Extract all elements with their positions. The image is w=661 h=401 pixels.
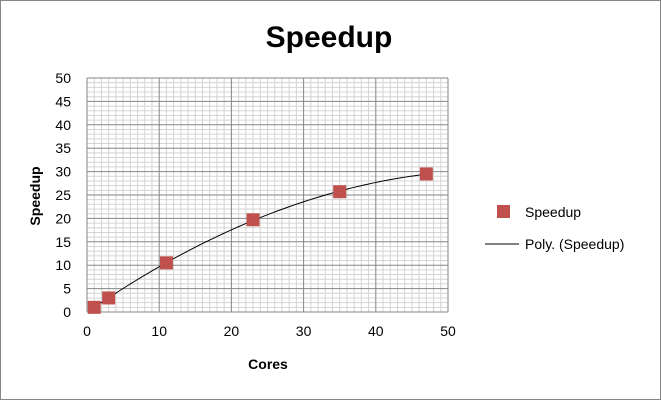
- y-tick-label: 20: [55, 210, 71, 226]
- legend: Speedup Poly. (Speedup): [485, 204, 624, 252]
- data-point: [246, 213, 260, 227]
- tick-labels: 0 10 20 30 40 50 0 5 10 15 20 25 30 35 40 45 50: [55, 70, 456, 339]
- chart-title: Speedup: [266, 21, 393, 54]
- y-tick-label: 25: [55, 187, 71, 203]
- x-axis-title: Cores: [248, 356, 288, 372]
- y-tick-label: 30: [55, 164, 71, 180]
- y-axis-title: Speedup: [27, 166, 43, 225]
- x-tick-label: 50: [440, 323, 456, 339]
- trendline-layer: [93, 173, 427, 308]
- y-tick-label: 50: [55, 70, 71, 86]
- y-tick-label: 35: [55, 140, 71, 156]
- axes: [86, 78, 448, 313]
- x-tick-label: 10: [151, 323, 167, 339]
- data-point: [102, 291, 116, 305]
- legend-marker-speedup: [497, 205, 510, 218]
- data-point: [87, 300, 101, 314]
- data-point: [333, 185, 347, 199]
- y-tick-label: 45: [55, 93, 71, 109]
- x-tick-label: 0: [83, 323, 91, 339]
- x-tick-label: 40: [368, 323, 384, 339]
- x-tick-label: 20: [224, 323, 240, 339]
- legend-label-trend: Poly. (Speedup): [525, 236, 624, 252]
- data-point: [419, 167, 433, 181]
- trendline: [93, 173, 427, 308]
- data-point: [159, 256, 173, 270]
- points-layer: [87, 167, 433, 314]
- y-tick-label: 10: [55, 257, 71, 273]
- legend-label-speedup: Speedup: [525, 204, 581, 220]
- y-tick-label: 5: [63, 281, 71, 297]
- y-tick-label: 0: [63, 304, 71, 320]
- y-tick-label: 40: [55, 117, 71, 133]
- x-tick-label: 30: [296, 323, 312, 339]
- y-tick-label: 15: [55, 234, 71, 250]
- grid: [86, 77, 449, 313]
